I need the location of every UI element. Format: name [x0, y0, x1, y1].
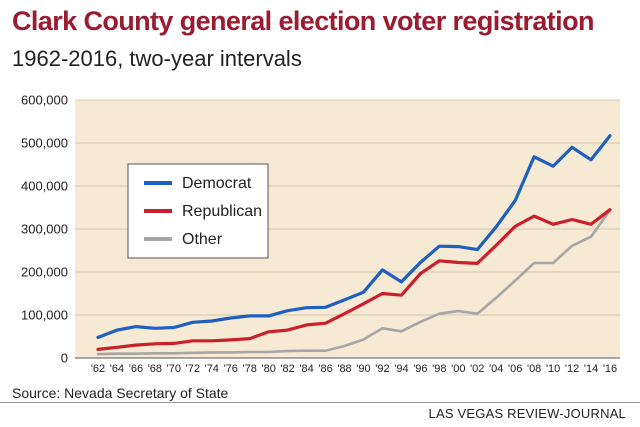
- chart-subtitle: 1962-2016, two-year intervals: [12, 46, 302, 71]
- x-tick-label: '90: [356, 363, 370, 375]
- x-tick-label: '82: [280, 363, 294, 375]
- x-tick-label: '66: [129, 363, 143, 375]
- y-tick-label: 200,000: [21, 265, 68, 280]
- x-tick-label: '84: [299, 363, 313, 375]
- x-tick-label: '12: [565, 363, 579, 375]
- x-tick-label: '74: [205, 363, 219, 375]
- y-tick-label: 500,000: [21, 136, 68, 151]
- x-tick-label: '02: [470, 363, 484, 375]
- x-tick-label: '80: [261, 363, 275, 375]
- x-tick-label: '68: [148, 363, 162, 375]
- x-tick-label: '96: [413, 363, 427, 375]
- x-tick-label: '06: [508, 363, 522, 375]
- legend-label-other: Other: [182, 231, 223, 248]
- x-tick-label: '76: [224, 363, 238, 375]
- y-tick-label: 400,000: [21, 179, 68, 194]
- x-tick-label: '10: [546, 363, 560, 375]
- x-tick-label: '00: [451, 363, 465, 375]
- x-tick-label: '70: [167, 363, 181, 375]
- y-axis-tick-labels: 0 100,000 200,000 300,000 400,000 500,000 600,…: [21, 93, 68, 366]
- y-tick-label: 0: [61, 351, 68, 366]
- x-tick-label: '62: [91, 363, 105, 375]
- legend: Democrat Republican Other: [127, 163, 269, 259]
- x-tick-label: '86: [318, 363, 332, 375]
- series-lines: [96, 134, 612, 356]
- x-tick-label: '94: [394, 363, 408, 375]
- x-tick-label: '08: [527, 363, 541, 375]
- chart-title: Clark County general election voter regi…: [12, 6, 594, 36]
- series-line-republican: [96, 208, 612, 351]
- x-tick-label: '14: [584, 363, 598, 375]
- publisher-credit: LAS VEGAS REVIEW-JOURNAL: [428, 406, 626, 421]
- y-tick-label: 600,000: [21, 93, 68, 108]
- footer-divider: [0, 402, 640, 403]
- x-tick-label: '72: [186, 363, 200, 375]
- x-tick-label: '64: [110, 363, 124, 375]
- x-tick-label: '88: [337, 363, 351, 375]
- series-line-democrat: [96, 134, 612, 339]
- y-tick-label: 100,000: [21, 308, 68, 323]
- legend-label-democrat: Democrat: [182, 175, 252, 192]
- x-axis-tick-labels: '62 '64 '66 '68 '70 '72 '74 '76 '78 '80 '82 '84 '86 '…: [91, 363, 617, 375]
- x-tick-label: '92: [375, 363, 389, 375]
- source-note: Source: Nevada Secretary of State: [12, 385, 229, 401]
- series-line-other: [96, 208, 612, 356]
- x-tick-label: '04: [489, 363, 503, 375]
- x-tick-label: '78: [243, 363, 257, 375]
- x-tick-label: '16: [603, 363, 617, 375]
- x-tick-label: '98: [432, 363, 446, 375]
- y-tick-label: 300,000: [21, 222, 68, 237]
- legend-label-republican: Republican: [182, 203, 262, 220]
